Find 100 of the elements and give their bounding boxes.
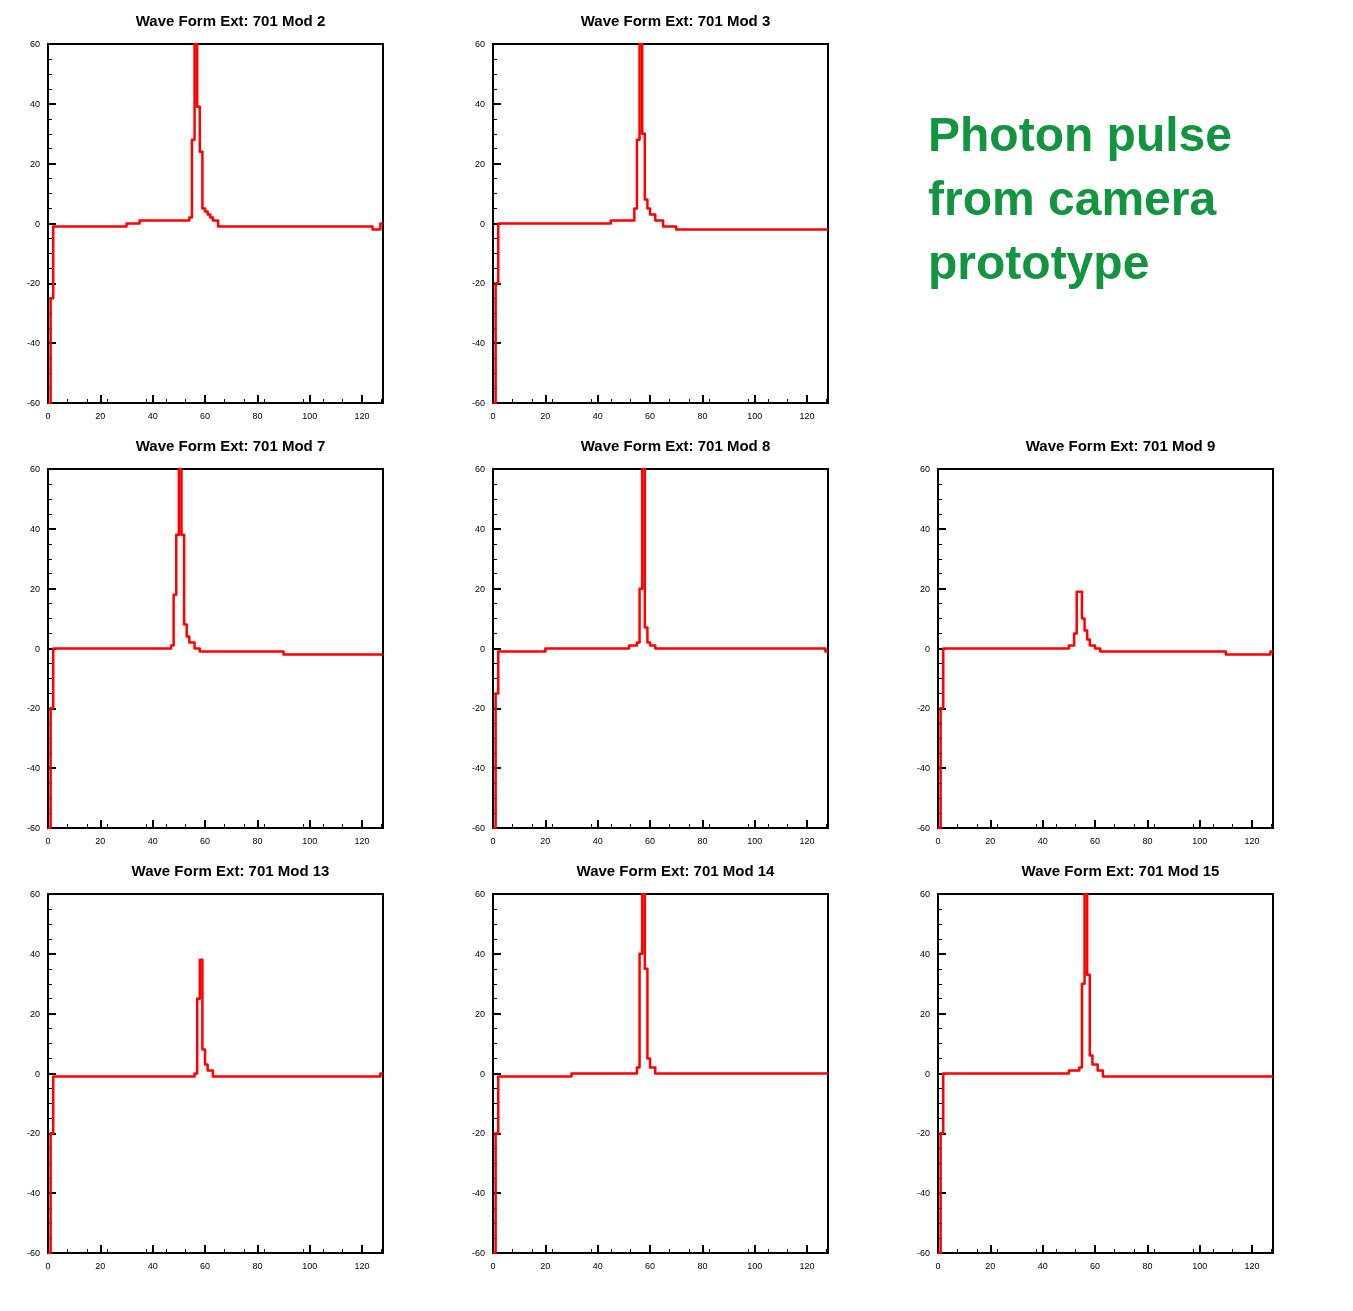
x-tick-label: 20 bbox=[540, 835, 551, 846]
y-tick-label: -60 bbox=[916, 823, 930, 833]
x-tick-label: 100 bbox=[302, 410, 318, 421]
y-tick-label: 0 bbox=[34, 218, 40, 229]
y-tick-label: -60 bbox=[26, 823, 40, 833]
y-tick-label: 40 bbox=[29, 523, 40, 534]
y-tick-label: -60 bbox=[471, 823, 485, 833]
x-tick-label: 60 bbox=[645, 835, 656, 846]
x-tick-label: 120 bbox=[799, 835, 815, 846]
y-tick-label: -20 bbox=[26, 1128, 40, 1139]
y-tick-label: 0 bbox=[479, 1068, 485, 1079]
x-tick-label: 60 bbox=[200, 410, 211, 421]
y-tick-label: 60 bbox=[919, 889, 930, 899]
y-tick-label: -40 bbox=[471, 1188, 485, 1199]
y-tick-label: -40 bbox=[26, 338, 40, 349]
x-tick-label: 120 bbox=[799, 410, 815, 421]
y-tick-label: 40 bbox=[919, 948, 930, 959]
y-tick-label: 20 bbox=[29, 583, 40, 594]
x-tick-label: 40 bbox=[1037, 1260, 1048, 1271]
x-tick-label: 80 bbox=[697, 410, 708, 421]
x-tick-label: 40 bbox=[147, 835, 158, 846]
chart-title: Wave Form Ext: 701 Mod 3 bbox=[580, 12, 771, 29]
y-tick-label: 0 bbox=[479, 218, 485, 229]
chart-title: Wave Form Ext: 701 Mod 14 bbox=[576, 862, 776, 879]
x-tick-label: 60 bbox=[1090, 835, 1101, 846]
x-tick-label: 0 bbox=[45, 835, 51, 846]
y-tick-label: 60 bbox=[29, 464, 40, 474]
y-tick-label: 20 bbox=[29, 158, 40, 169]
chart-title: Wave Form Ext: 701 Mod 15 bbox=[1021, 862, 1220, 879]
y-tick-label: 40 bbox=[919, 523, 930, 534]
y-tick-label: -20 bbox=[26, 703, 40, 714]
y-tick-label: -60 bbox=[26, 1248, 40, 1258]
x-tick-label: 80 bbox=[697, 835, 708, 846]
x-tick-label: 120 bbox=[354, 1260, 370, 1271]
y-tick-label: -40 bbox=[26, 763, 40, 774]
x-tick-label: 40 bbox=[147, 410, 158, 421]
y-tick-label: -40 bbox=[916, 763, 930, 774]
x-tick-label: 0 bbox=[935, 1260, 941, 1271]
x-tick-label: 100 bbox=[747, 1260, 763, 1271]
y-tick-label: -20 bbox=[471, 278, 485, 289]
x-tick-label: 60 bbox=[1090, 1260, 1101, 1271]
y-tick-label: -20 bbox=[471, 1128, 485, 1139]
y-tick-label: 60 bbox=[29, 889, 40, 899]
x-tick-label: 0 bbox=[490, 1260, 496, 1271]
x-tick-label: 80 bbox=[1142, 835, 1153, 846]
y-tick-label: 40 bbox=[474, 523, 485, 534]
y-tick-label: 40 bbox=[29, 948, 40, 959]
x-tick-label: 120 bbox=[1244, 835, 1260, 846]
y-tick-label: 60 bbox=[919, 464, 930, 474]
y-tick-label: 0 bbox=[924, 1068, 930, 1079]
chart-title: Wave Form Ext: 701 Mod 7 bbox=[135, 437, 326, 454]
x-tick-label: 60 bbox=[200, 835, 211, 846]
x-tick-label: 20 bbox=[95, 835, 106, 846]
x-tick-label: 80 bbox=[252, 1260, 263, 1271]
x-tick-label: 80 bbox=[252, 410, 263, 421]
x-tick-label: 40 bbox=[1037, 835, 1048, 846]
y-tick-label: 40 bbox=[29, 98, 40, 109]
y-tick-label: -40 bbox=[471, 763, 485, 774]
chart-title: Wave Form Ext: 701 Mod 9 bbox=[1025, 437, 1216, 454]
y-tick-label: -60 bbox=[916, 1248, 930, 1258]
chart-title: Wave Form Ext: 701 Mod 13 bbox=[131, 862, 330, 879]
x-tick-label: 20 bbox=[985, 1260, 996, 1271]
y-tick-label: 20 bbox=[29, 1008, 40, 1019]
y-tick-label: 20 bbox=[474, 158, 485, 169]
y-tick-label: 40 bbox=[474, 98, 485, 109]
y-tick-label: -20 bbox=[916, 1128, 930, 1139]
y-tick-label: 20 bbox=[474, 583, 485, 594]
y-tick-label: -20 bbox=[916, 703, 930, 714]
y-tick-label: 0 bbox=[924, 643, 930, 654]
y-tick-label: -40 bbox=[26, 1188, 40, 1199]
x-tick-label: 40 bbox=[592, 835, 603, 846]
y-tick-label: 60 bbox=[474, 464, 485, 474]
x-tick-label: 60 bbox=[645, 1260, 656, 1271]
x-tick-label: 40 bbox=[592, 1260, 603, 1271]
x-tick-label: 100 bbox=[1192, 835, 1208, 846]
y-tick-label: -40 bbox=[471, 338, 485, 349]
x-tick-label: 100 bbox=[747, 410, 763, 421]
x-tick-label: 100 bbox=[302, 835, 318, 846]
y-tick-label: 0 bbox=[34, 643, 40, 654]
y-tick-label: -20 bbox=[26, 278, 40, 289]
x-tick-label: 80 bbox=[697, 1260, 708, 1271]
x-tick-label: 20 bbox=[985, 835, 996, 846]
x-tick-label: 0 bbox=[45, 410, 51, 421]
y-tick-label: 20 bbox=[919, 583, 930, 594]
y-tick-label: 60 bbox=[29, 39, 40, 49]
y-tick-label: 40 bbox=[474, 948, 485, 959]
x-tick-label: 40 bbox=[592, 410, 603, 421]
x-tick-label: 0 bbox=[490, 835, 496, 846]
y-tick-label: 0 bbox=[34, 1068, 40, 1079]
y-tick-label: -20 bbox=[471, 703, 485, 714]
x-tick-label: 100 bbox=[747, 835, 763, 846]
x-tick-label: 120 bbox=[1244, 1260, 1260, 1271]
x-tick-label: 0 bbox=[490, 410, 496, 421]
y-tick-label: -60 bbox=[471, 398, 485, 408]
x-tick-label: 80 bbox=[1142, 1260, 1153, 1271]
y-tick-label: -60 bbox=[471, 1248, 485, 1258]
x-tick-label: 20 bbox=[95, 410, 106, 421]
x-tick-label: 60 bbox=[200, 1260, 211, 1271]
x-tick-label: 120 bbox=[354, 835, 370, 846]
x-tick-label: 80 bbox=[252, 835, 263, 846]
